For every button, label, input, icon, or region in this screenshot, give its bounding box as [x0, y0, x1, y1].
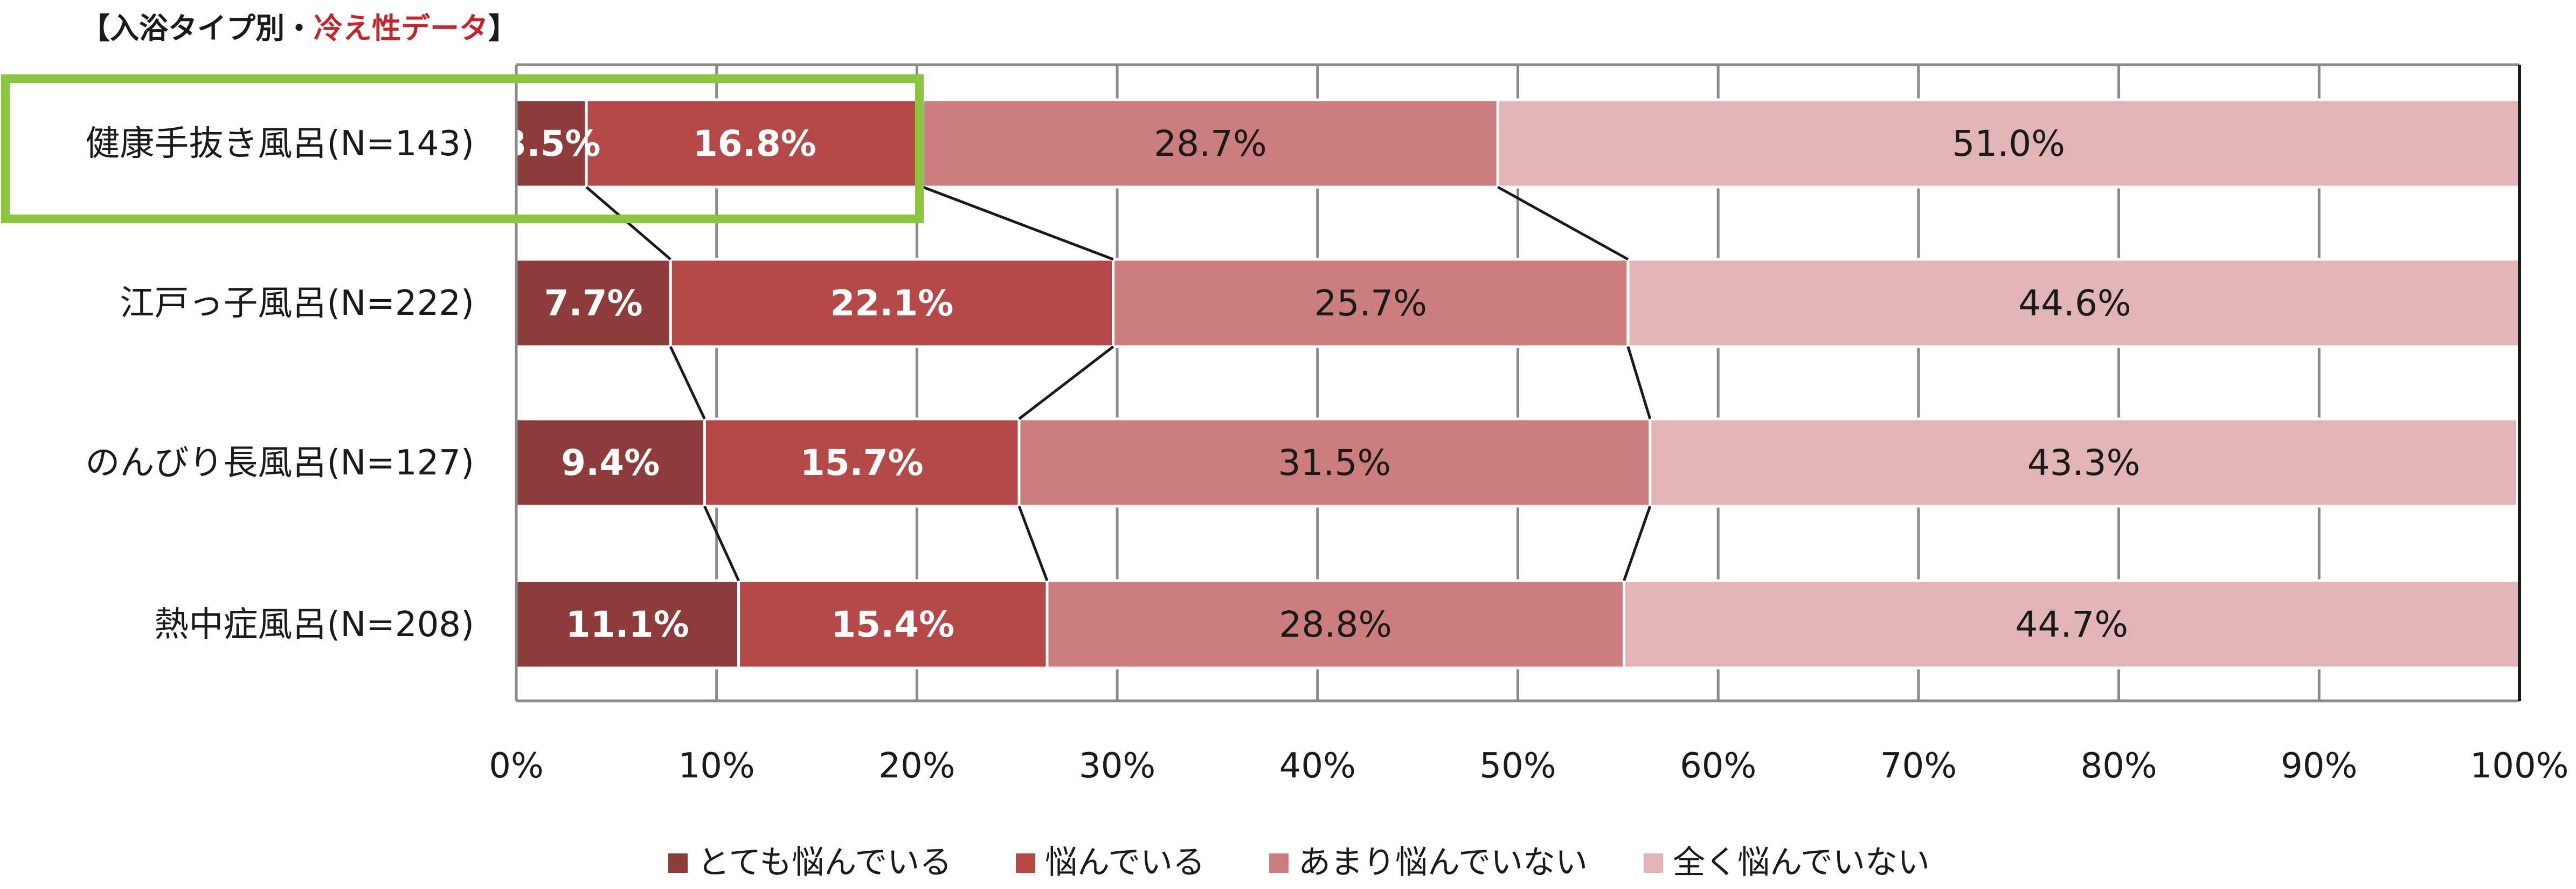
legend: とても悩んでいる 悩んでいる あまり悩んでいない 全く悩んでいない: [668, 844, 1930, 881]
bar-segment: [585, 98, 925, 189]
data-label: 51.0%: [1952, 123, 2065, 164]
bar-segment: [515, 579, 740, 670]
legend-swatch: [668, 853, 688, 873]
bar-segment: [1112, 258, 1630, 348]
legend-label: とても悩んでいる: [697, 844, 952, 881]
bar-segment: [1649, 417, 2519, 508]
series-line: [922, 185, 1114, 261]
series-line: [1626, 346, 1652, 419]
legend-swatch: [1016, 853, 1035, 873]
legend-label: あまり悩んでいない: [1298, 844, 1588, 881]
data-label: 25.7%: [1314, 282, 1427, 324]
title-close-bracket: 】: [488, 11, 517, 45]
bar-segment: [1045, 579, 1626, 670]
data-label: 44.7%: [2015, 604, 2128, 645]
bar-segment: [1496, 98, 2521, 189]
series-line: [669, 346, 706, 420]
chart-title: 【入浴タイプ別・冷え性データ】: [81, 4, 517, 47]
bar-segment: [737, 579, 1049, 670]
series-line: [1623, 506, 1652, 581]
category-label: 江戸っ子風呂(N=222): [120, 284, 474, 323]
x-tick-label: 80%: [2080, 746, 2157, 786]
x-tick-label: 100%: [2470, 746, 2569, 786]
x-tick-label: 30%: [1079, 746, 1155, 786]
highlight-box: [1, 74, 924, 223]
axis-layer: 0% 10% 20% 30% 40% 50% 60% 70% 80% 90% 100% 健康手抜き風呂…: [85, 65, 2568, 786]
x-tick-label: 20%: [878, 746, 955, 786]
data-label: 16.8%: [693, 123, 816, 164]
series-line: [1017, 506, 1049, 581]
legend-label: 悩んでいる: [1045, 844, 1205, 881]
data-label: 22.1%: [830, 282, 953, 324]
data-label: 44.6%: [2018, 282, 2131, 324]
series-line: [1018, 346, 1114, 420]
legend-swatch: [1644, 853, 1663, 873]
data-label: 43.3%: [2027, 442, 2141, 484]
data-label: 15.7%: [800, 442, 924, 484]
series-line: [703, 505, 740, 582]
data-label: 28.7%: [1154, 123, 1267, 164]
title-part-2-accent: 冷え性データ: [314, 11, 488, 45]
x-tick-label: 70%: [1880, 746, 1957, 786]
bar-segment: [1626, 258, 2523, 348]
bar-segment: [703, 417, 1021, 508]
x-tick-label: 10%: [678, 746, 755, 786]
series-line: [1497, 185, 1629, 261]
bar-segment: [922, 98, 1499, 189]
legend-label: 全く悩んでいない: [1673, 844, 1930, 881]
data-label: 7.7%: [544, 282, 643, 324]
data-labels-layer: 3.5% 16.8% 28.7% 51.0% 7.7% 22.1% 25.7% 44.6% 9.…: [502, 123, 2141, 645]
data-label: 9.4%: [561, 442, 660, 484]
x-tick-label: 90%: [2281, 746, 2357, 786]
legend-swatch: [1269, 853, 1289, 873]
x-tick-label: 60%: [1680, 746, 1756, 786]
bar-segment: [515, 98, 588, 189]
bar-segment: [1017, 417, 1652, 508]
data-label: 3.5%: [502, 123, 601, 164]
x-tick-label: 0%: [489, 746, 544, 786]
data-label: 15.4%: [831, 604, 954, 645]
x-tick-label: 40%: [1279, 746, 1356, 786]
title-open-bracket: 【: [81, 11, 110, 45]
data-label: 28.8%: [1279, 604, 1392, 645]
data-label: 31.5%: [1278, 442, 1391, 484]
bar-segment: [669, 258, 1115, 348]
category-label: のんびり長風呂(N=127): [85, 443, 474, 483]
title-part-1: 入浴タイプ別・: [110, 11, 314, 45]
x-tick-label: 50%: [1479, 746, 1556, 786]
category-label: 熱中症風呂(N=208): [154, 605, 474, 645]
highlight-layer: [1, 74, 924, 223]
category-label: 健康手抜き風呂(N=143): [85, 124, 474, 164]
bars-layer: [515, 98, 2523, 670]
data-label: 11.1%: [566, 604, 689, 645]
